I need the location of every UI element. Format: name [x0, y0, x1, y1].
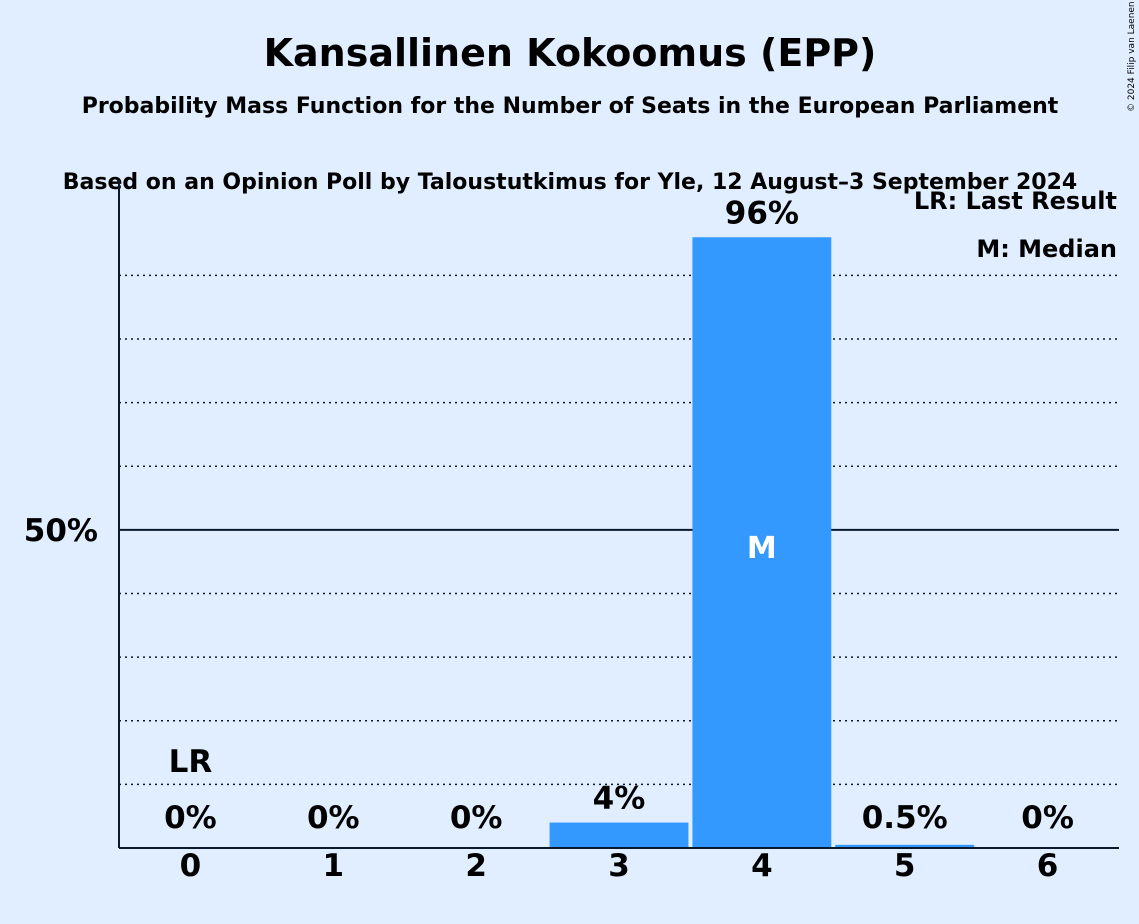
x-tick-label-2: 2 [465, 848, 487, 884]
x-tick-label-1: 1 [322, 848, 344, 884]
last-result-marker: LR [169, 744, 213, 780]
data-label-0: 0% [164, 800, 217, 836]
copyright-notice: © 2024 Filip van Laenen [1127, 1, 1137, 112]
x-tick-label-6: 6 [1037, 848, 1059, 884]
data-label-6: 0% [1021, 800, 1074, 836]
data-label-3: 4% [593, 781, 646, 817]
bar-4 [692, 237, 832, 848]
data-label-4: 96% [725, 195, 799, 231]
median-marker: M [747, 531, 777, 566]
legend-last-result: LR: Last Result [914, 187, 1117, 215]
data-label-5: 0.5% [862, 800, 948, 836]
x-tick-label-4: 4 [751, 848, 773, 884]
chart-title: Kansallinen Kokoomus (EPP) [264, 31, 877, 75]
chart-subtitle: Probability Mass Function for the Number… [82, 94, 1059, 119]
bar-5 [835, 844, 975, 848]
data-label-2: 0% [450, 800, 503, 836]
x-tick-label-3: 3 [608, 848, 630, 884]
chart-source: Based on an Opinion Poll by Taloustutkim… [63, 170, 1077, 195]
bar-3 [549, 822, 689, 848]
x-tick-label-5: 5 [894, 848, 916, 884]
legend-median: M: Median [976, 235, 1117, 263]
x-tick-label-0: 0 [180, 848, 202, 884]
y-tick-label: 50% [24, 513, 98, 549]
data-label-1: 0% [307, 800, 360, 836]
